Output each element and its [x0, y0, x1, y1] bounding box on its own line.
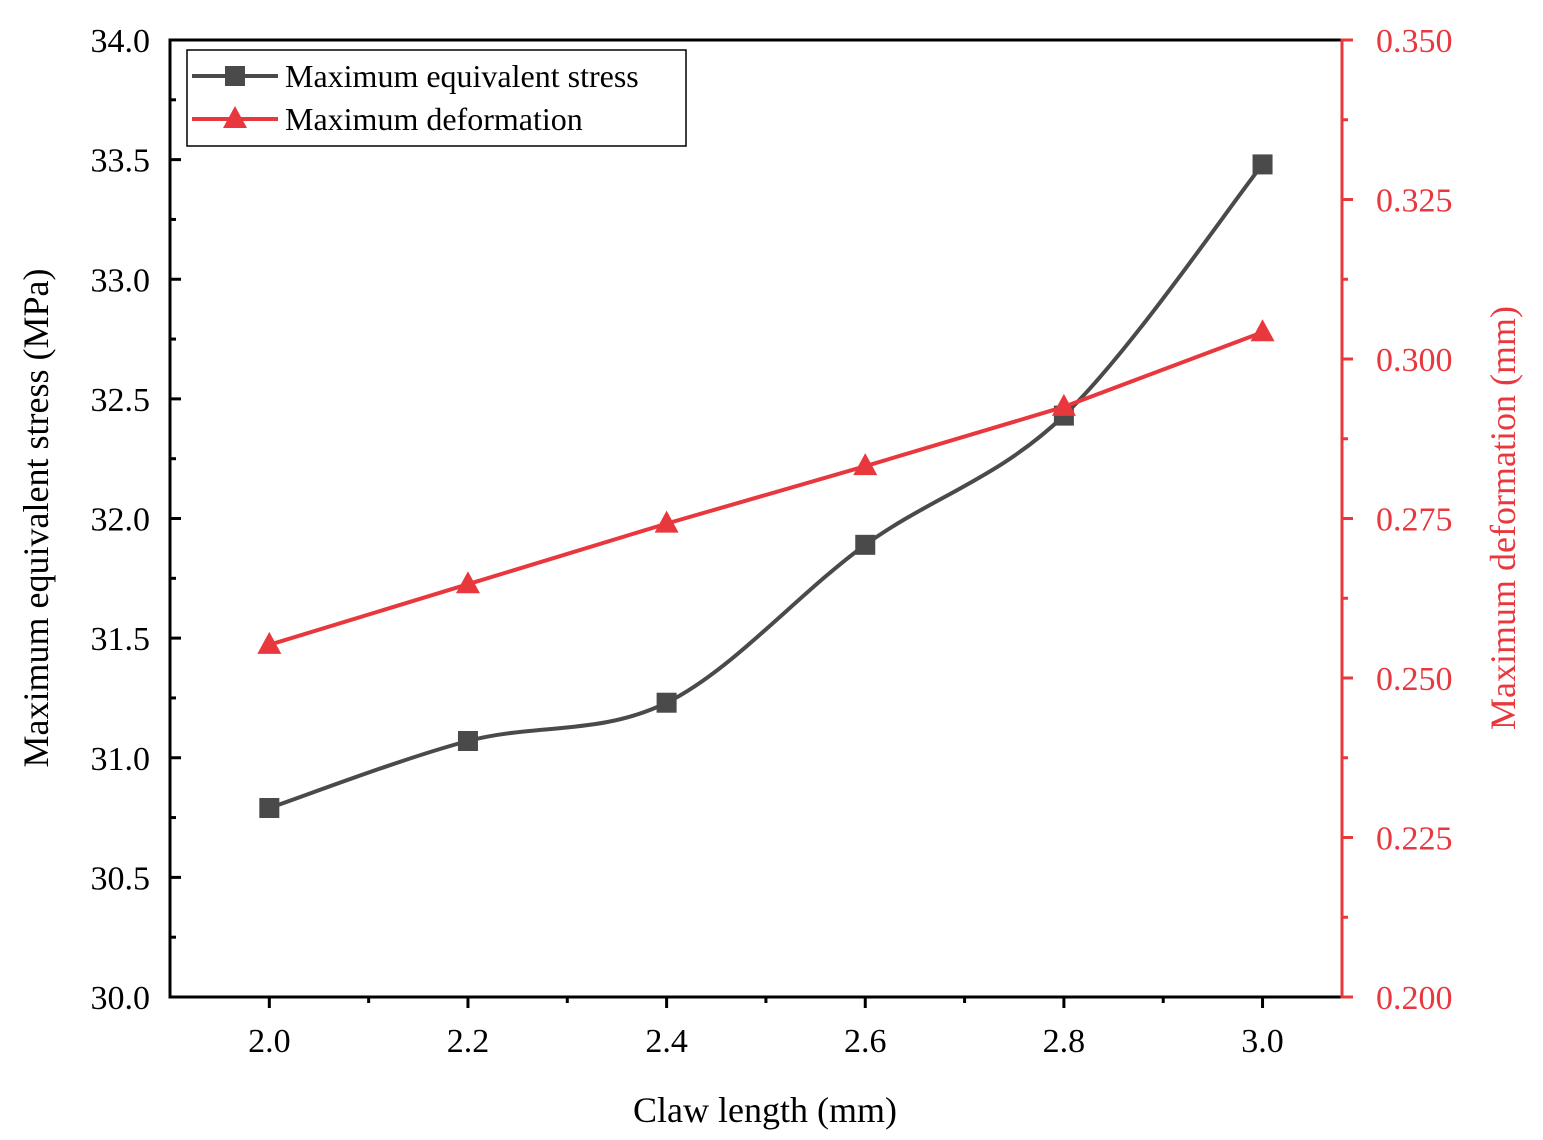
x-tick-label: 2.8 [1043, 1023, 1086, 1060]
stress-data-point [1252, 154, 1273, 175]
right-y-tick-label: 0.350 [1376, 23, 1453, 60]
stress-data-point [259, 797, 280, 818]
stress-data-point [457, 731, 478, 752]
deformation-data-point [455, 571, 480, 594]
x-tick-label: 2.0 [248, 1023, 291, 1060]
right-y-tick-label: 0.300 [1376, 342, 1453, 379]
legend-box [186, 49, 687, 147]
legend-triangle-marker [223, 106, 247, 128]
x-tick-label: 3.0 [1241, 1023, 1284, 1060]
legend-label: Maximum deformation [285, 101, 583, 137]
left-y-tick-label: 33.5 [91, 143, 151, 180]
deformation-data-point [853, 453, 878, 476]
deformation-series-line [268, 330, 1264, 647]
left-y-tick-label: 34.0 [91, 23, 151, 60]
left-y-tick-label: 32.0 [91, 502, 151, 539]
deformation-data-point [1250, 319, 1275, 342]
right-y-tick-label: 0.200 [1376, 980, 1453, 1017]
deformation-data-point [1051, 393, 1076, 416]
stress-data-point [656, 692, 677, 713]
right-y-axis-title: Maximum deformation (mm) [1483, 306, 1523, 730]
left-y-axis-title: Maximum equivalent stress (MPa) [16, 269, 56, 768]
x-tick-label: 2.4 [645, 1023, 688, 1060]
right-y-tick-label: 0.275 [1376, 502, 1453, 539]
left-y-tick-label: 31.0 [91, 741, 151, 778]
x-tick-label: 2.2 [447, 1023, 490, 1060]
right-y-tick-label: 0.250 [1376, 661, 1453, 698]
left-y-tick-label: 31.5 [91, 621, 151, 658]
legend-square-marker [225, 66, 245, 86]
left-y-tick-label: 33.0 [91, 262, 151, 299]
left-y-tick-label: 32.5 [91, 382, 151, 419]
left-y-tick-label: 30.0 [91, 980, 151, 1017]
deformation-data-point [257, 631, 282, 654]
left-y-tick-label: 30.5 [91, 860, 151, 897]
x-tick-label: 2.6 [844, 1023, 887, 1060]
stress-series-line [268, 163, 1265, 810]
right-y-tick-label: 0.325 [1376, 183, 1453, 220]
right-y-tick-label: 0.225 [1376, 821, 1453, 858]
x-axis-title: Claw length (mm) [633, 1090, 897, 1130]
stress-data-point [855, 534, 876, 555]
deformation-data-point [654, 510, 679, 533]
legend-label: Maximum equivalent stress [285, 58, 639, 94]
